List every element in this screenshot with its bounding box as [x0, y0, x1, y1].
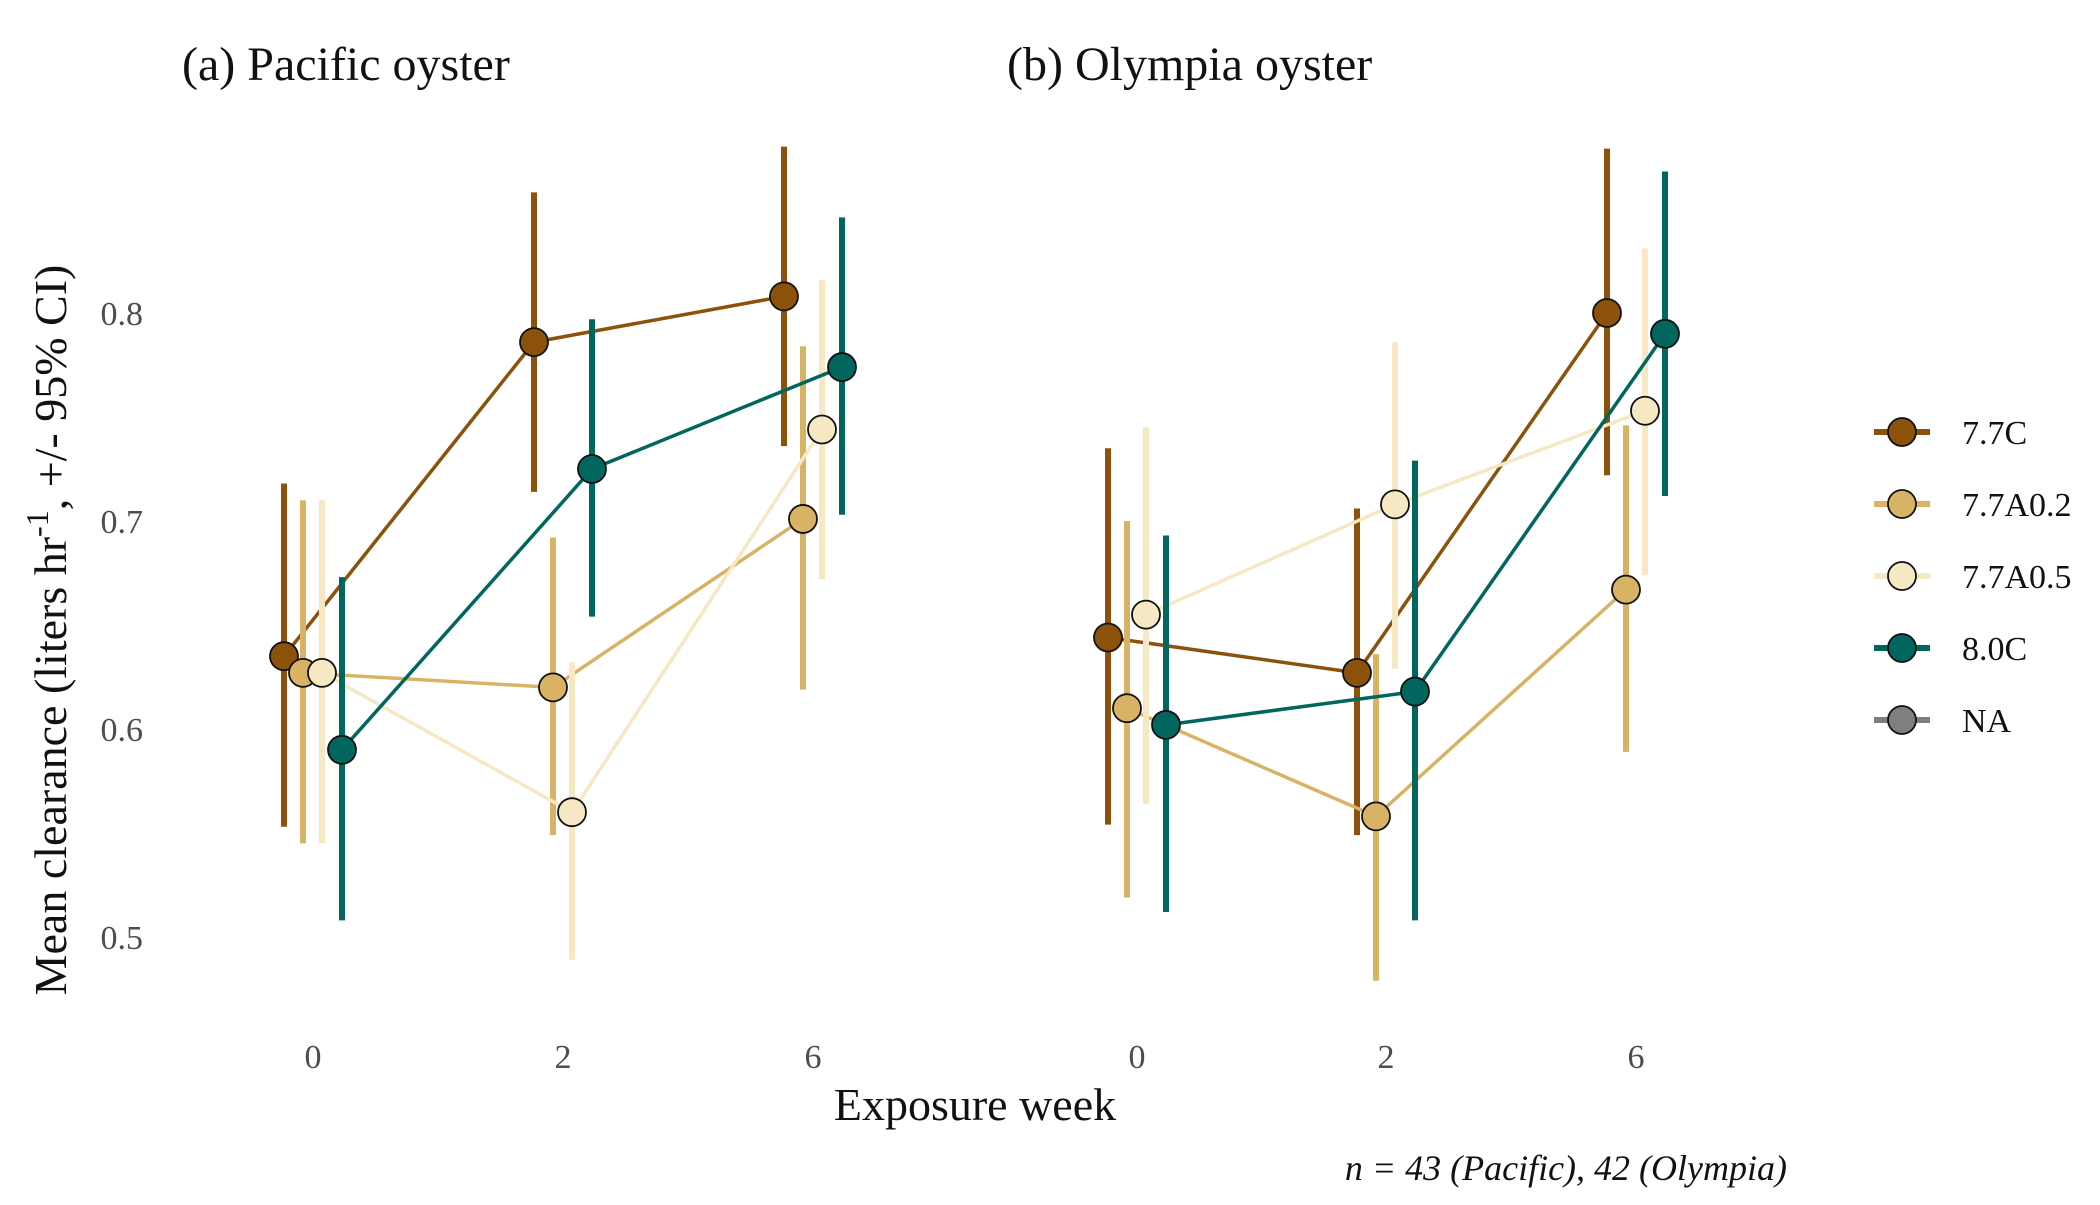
data-point — [1342, 657, 1372, 688]
y-axis-title-superscript: -1 — [19, 510, 55, 537]
data-point — [307, 657, 337, 688]
data-point — [327, 734, 357, 765]
y-axis-title-main: Mean clearance (liters hr — [25, 537, 76, 995]
legend-key-point — [1887, 561, 1917, 591]
x-tick-label: 0 — [305, 1039, 322, 1076]
x-axis-title: Exposure week — [834, 1079, 1116, 1130]
y-axis-title: Mean clearance (liters hr-1, +/- 95% CI) — [19, 265, 76, 996]
sample-size-note: n = 43 (Pacific), 42 (Olympia) — [1345, 1148, 1787, 1188]
data-point — [1093, 622, 1123, 653]
y-axis-ticks: 0.5 0.6 0.7 0.8 — [101, 296, 144, 957]
data-point — [769, 281, 799, 312]
points-layer — [269, 281, 857, 828]
x-ticks-olympia: 0 2 6 — [1129, 1039, 1645, 1076]
data-point — [269, 641, 299, 672]
points-layer — [1093, 298, 1680, 832]
data-point — [1400, 676, 1430, 707]
legend-label: 8.0C — [1962, 631, 2027, 668]
data-point — [1112, 693, 1142, 724]
panel-pacific-oyster: (a) Pacific oyster 0 2 6 — [182, 38, 857, 1076]
data-point — [1611, 574, 1641, 605]
x-tick-label: 2 — [1378, 1039, 1395, 1076]
legend-label: 7.7A0.2 — [1962, 487, 2072, 524]
data-point — [1630, 395, 1660, 426]
x-tick-label: 6 — [1628, 1039, 1645, 1076]
panel-title-olympia: (b) Olympia oyster — [1007, 38, 1372, 91]
data-point — [1650, 318, 1680, 349]
legend-key-point — [1887, 633, 1917, 663]
data-point — [1151, 709, 1181, 740]
legend-label: 7.7C — [1962, 415, 2027, 452]
data-point — [788, 504, 818, 534]
panel-title-pacific: (a) Pacific oyster — [182, 38, 510, 91]
data-point — [1592, 298, 1622, 328]
x-tick-label: 6 — [805, 1039, 822, 1076]
data-point — [1361, 801, 1391, 832]
y-axis-title-suffix: , +/- 95% CI) — [25, 265, 76, 511]
data-point — [1380, 489, 1410, 520]
y-tick-label: 0.7 — [101, 504, 144, 541]
x-tick-label: 0 — [1129, 1039, 1146, 1076]
legend-label: NA — [1962, 703, 2012, 740]
legend-key-point — [1887, 489, 1917, 519]
series-olympia — [1093, 148, 1680, 981]
series-pacific — [269, 146, 857, 960]
data-point — [519, 327, 549, 358]
data-point — [577, 454, 607, 484]
panel-olympia-oyster: (b) Olympia oyster 0 2 6 — [1007, 38, 1680, 1076]
y-tick-label: 0.5 — [101, 920, 144, 957]
y-tick-label: 0.8 — [101, 296, 144, 333]
legend-key-point — [1887, 417, 1917, 447]
data-point — [827, 352, 857, 382]
data-point — [1131, 599, 1161, 630]
legend: 7.7C 7.7A0.2 7.7A0.5 8.0C NA — [1874, 415, 2072, 740]
data-point — [807, 414, 837, 445]
x-ticks-pacific: 0 2 6 — [305, 1039, 822, 1076]
legend-label: 7.7A0.5 — [1962, 559, 2072, 596]
legend-key-point — [1887, 705, 1917, 735]
x-tick-label: 2 — [555, 1039, 572, 1076]
data-point — [538, 672, 568, 703]
data-point — [557, 797, 587, 828]
y-tick-label: 0.6 — [101, 712, 144, 749]
